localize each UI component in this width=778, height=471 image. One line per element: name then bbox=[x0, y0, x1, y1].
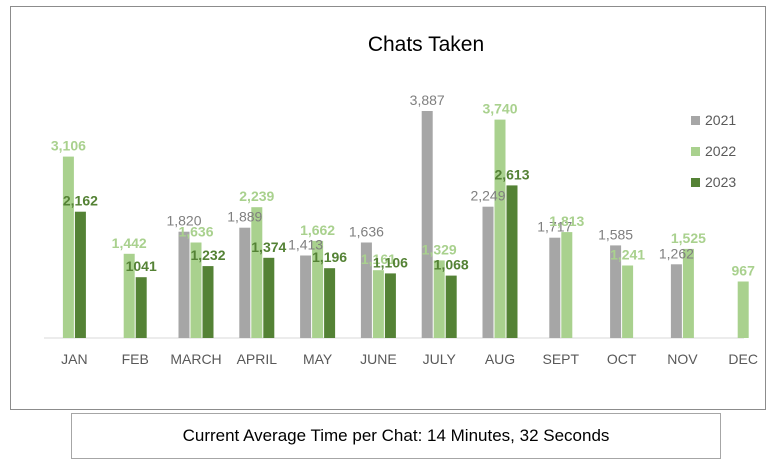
data-label-aug-2022: 3,740 bbox=[482, 101, 517, 117]
data-label-feb-2023: 1041 bbox=[126, 258, 157, 274]
data-label-nov-2022: 1,525 bbox=[671, 230, 706, 246]
legend-swatch-2022 bbox=[691, 147, 700, 156]
bar-feb-2022 bbox=[123, 253, 135, 338]
data-label-july-2021: 3,887 bbox=[410, 92, 445, 108]
data-label-oct-2021: 1,585 bbox=[598, 226, 633, 242]
data-label-march-2021: 1,820 bbox=[166, 213, 201, 229]
legend-swatch-2023 bbox=[691, 178, 700, 187]
data-label-dec-2022: 967 bbox=[732, 263, 756, 279]
bar-jan-2022 bbox=[62, 156, 74, 338]
bar-may-2022 bbox=[312, 240, 324, 338]
data-label-jan-2023: 2,162 bbox=[63, 193, 98, 209]
average-time-box: Current Average Time per Chat: 14 Minute… bbox=[71, 413, 721, 459]
data-label-may-2023: 1,196 bbox=[312, 249, 347, 265]
bar-april-2023 bbox=[263, 257, 275, 338]
x-tick-jan: JAN bbox=[61, 351, 87, 367]
legend-label-2022: 2022 bbox=[705, 143, 736, 159]
bar-jan-2023 bbox=[74, 211, 86, 338]
bar-march-2023 bbox=[202, 266, 214, 338]
x-tick-feb: FEB bbox=[122, 351, 149, 367]
data-label-march-2023: 1,232 bbox=[190, 247, 225, 263]
x-tick-april: APRIL bbox=[237, 351, 278, 367]
data-label-july-2022: 1,329 bbox=[422, 241, 457, 257]
data-label-may-2022: 1,662 bbox=[300, 222, 335, 238]
data-label-sept-2021: 1,717 bbox=[537, 219, 572, 235]
data-label-july-2023: 1,068 bbox=[434, 257, 469, 273]
bar-oct-2022 bbox=[622, 265, 634, 338]
x-tick-may: MAY bbox=[303, 351, 333, 367]
legend-label-2021: 2021 bbox=[705, 112, 736, 128]
data-label-may-2021: 1,413 bbox=[288, 237, 323, 253]
legend-label-2023: 2023 bbox=[705, 174, 736, 190]
x-tick-oct: OCT bbox=[607, 351, 637, 367]
bar-aug-2022 bbox=[494, 119, 506, 338]
legend: 2021 2022 2023 bbox=[691, 112, 736, 190]
bar-sept-2021 bbox=[549, 237, 561, 338]
data-label-april-2023: 1,374 bbox=[251, 239, 286, 255]
x-tick-aug: AUG bbox=[485, 351, 515, 367]
data-label-jan-2022: 3,106 bbox=[51, 138, 86, 154]
average-time-text: Current Average Time per Chat: 14 Minute… bbox=[182, 426, 610, 445]
data-label-aug-2023: 2,613 bbox=[494, 166, 529, 182]
data-label-june-2022: 1,161 bbox=[361, 251, 396, 267]
bar-dec-2022 bbox=[737, 281, 749, 338]
data-label-march-2022: 1,636 bbox=[178, 224, 213, 240]
data-label-sept-2022: 1,813 bbox=[549, 213, 584, 229]
chart-title: Chats Taken bbox=[368, 33, 484, 56]
chart-area: Chats Taken 3,106 2,162 1,442 1041 1,820 1,63… bbox=[10, 6, 766, 410]
bar-may-2023 bbox=[324, 268, 336, 338]
bar-july-2022 bbox=[433, 260, 445, 338]
x-tick-june: JUNE bbox=[360, 351, 397, 367]
bar-june-2021 bbox=[360, 242, 372, 338]
bar-sept-2022 bbox=[561, 232, 573, 338]
data-label-june-2023: 1,106 bbox=[373, 254, 408, 270]
data-label-april-2022: 2,239 bbox=[239, 188, 274, 204]
bar-april-2021 bbox=[239, 227, 251, 338]
x-tick-labels: JAN FEB MARCH APRIL MAY JUNE JULY AUG SEPT OCT NOV… bbox=[61, 351, 758, 367]
bar-april-2022 bbox=[251, 207, 263, 338]
bar-may-2021 bbox=[300, 255, 312, 338]
x-tick-july: JULY bbox=[423, 351, 457, 367]
bar-nov-2021 bbox=[670, 264, 682, 338]
bar-oct-2021 bbox=[610, 245, 622, 338]
data-label-june-2021: 1,636 bbox=[349, 224, 384, 240]
bar-july-2021 bbox=[421, 111, 433, 338]
bar-june-2022 bbox=[372, 270, 384, 338]
data-label-feb-2022: 1,442 bbox=[112, 235, 147, 251]
x-tick-march: MARCH bbox=[170, 351, 221, 367]
bar-nov-2022 bbox=[682, 248, 694, 338]
data-label-aug-2021: 2,249 bbox=[470, 188, 505, 204]
x-tick-sept: SEPT bbox=[543, 351, 580, 367]
bar-march-2022 bbox=[190, 242, 202, 338]
data-label-nov-2021: 1,262 bbox=[659, 245, 694, 261]
bar-march-2021 bbox=[178, 231, 190, 338]
bar-june-2023 bbox=[384, 273, 396, 338]
bar-aug-2021 bbox=[482, 206, 494, 338]
x-tick-nov: NOV bbox=[667, 351, 698, 367]
data-labels-group: 3,1062,1621,44210411,8201,6361,2321,8892… bbox=[51, 92, 755, 279]
data-label-april-2021: 1,889 bbox=[227, 209, 262, 225]
bar-july-2023 bbox=[445, 275, 457, 338]
bar-feb-2023 bbox=[135, 277, 147, 338]
bars-group bbox=[62, 111, 749, 338]
bar-aug-2023 bbox=[506, 185, 518, 338]
data-label-oct-2022: 1,241 bbox=[610, 247, 645, 263]
chart-svg: Chats Taken 3,1062,1621,44210411,8201,63… bbox=[44, 33, 758, 367]
x-tick-dec: DEC bbox=[728, 351, 758, 367]
legend-swatch-2021 bbox=[691, 116, 700, 125]
